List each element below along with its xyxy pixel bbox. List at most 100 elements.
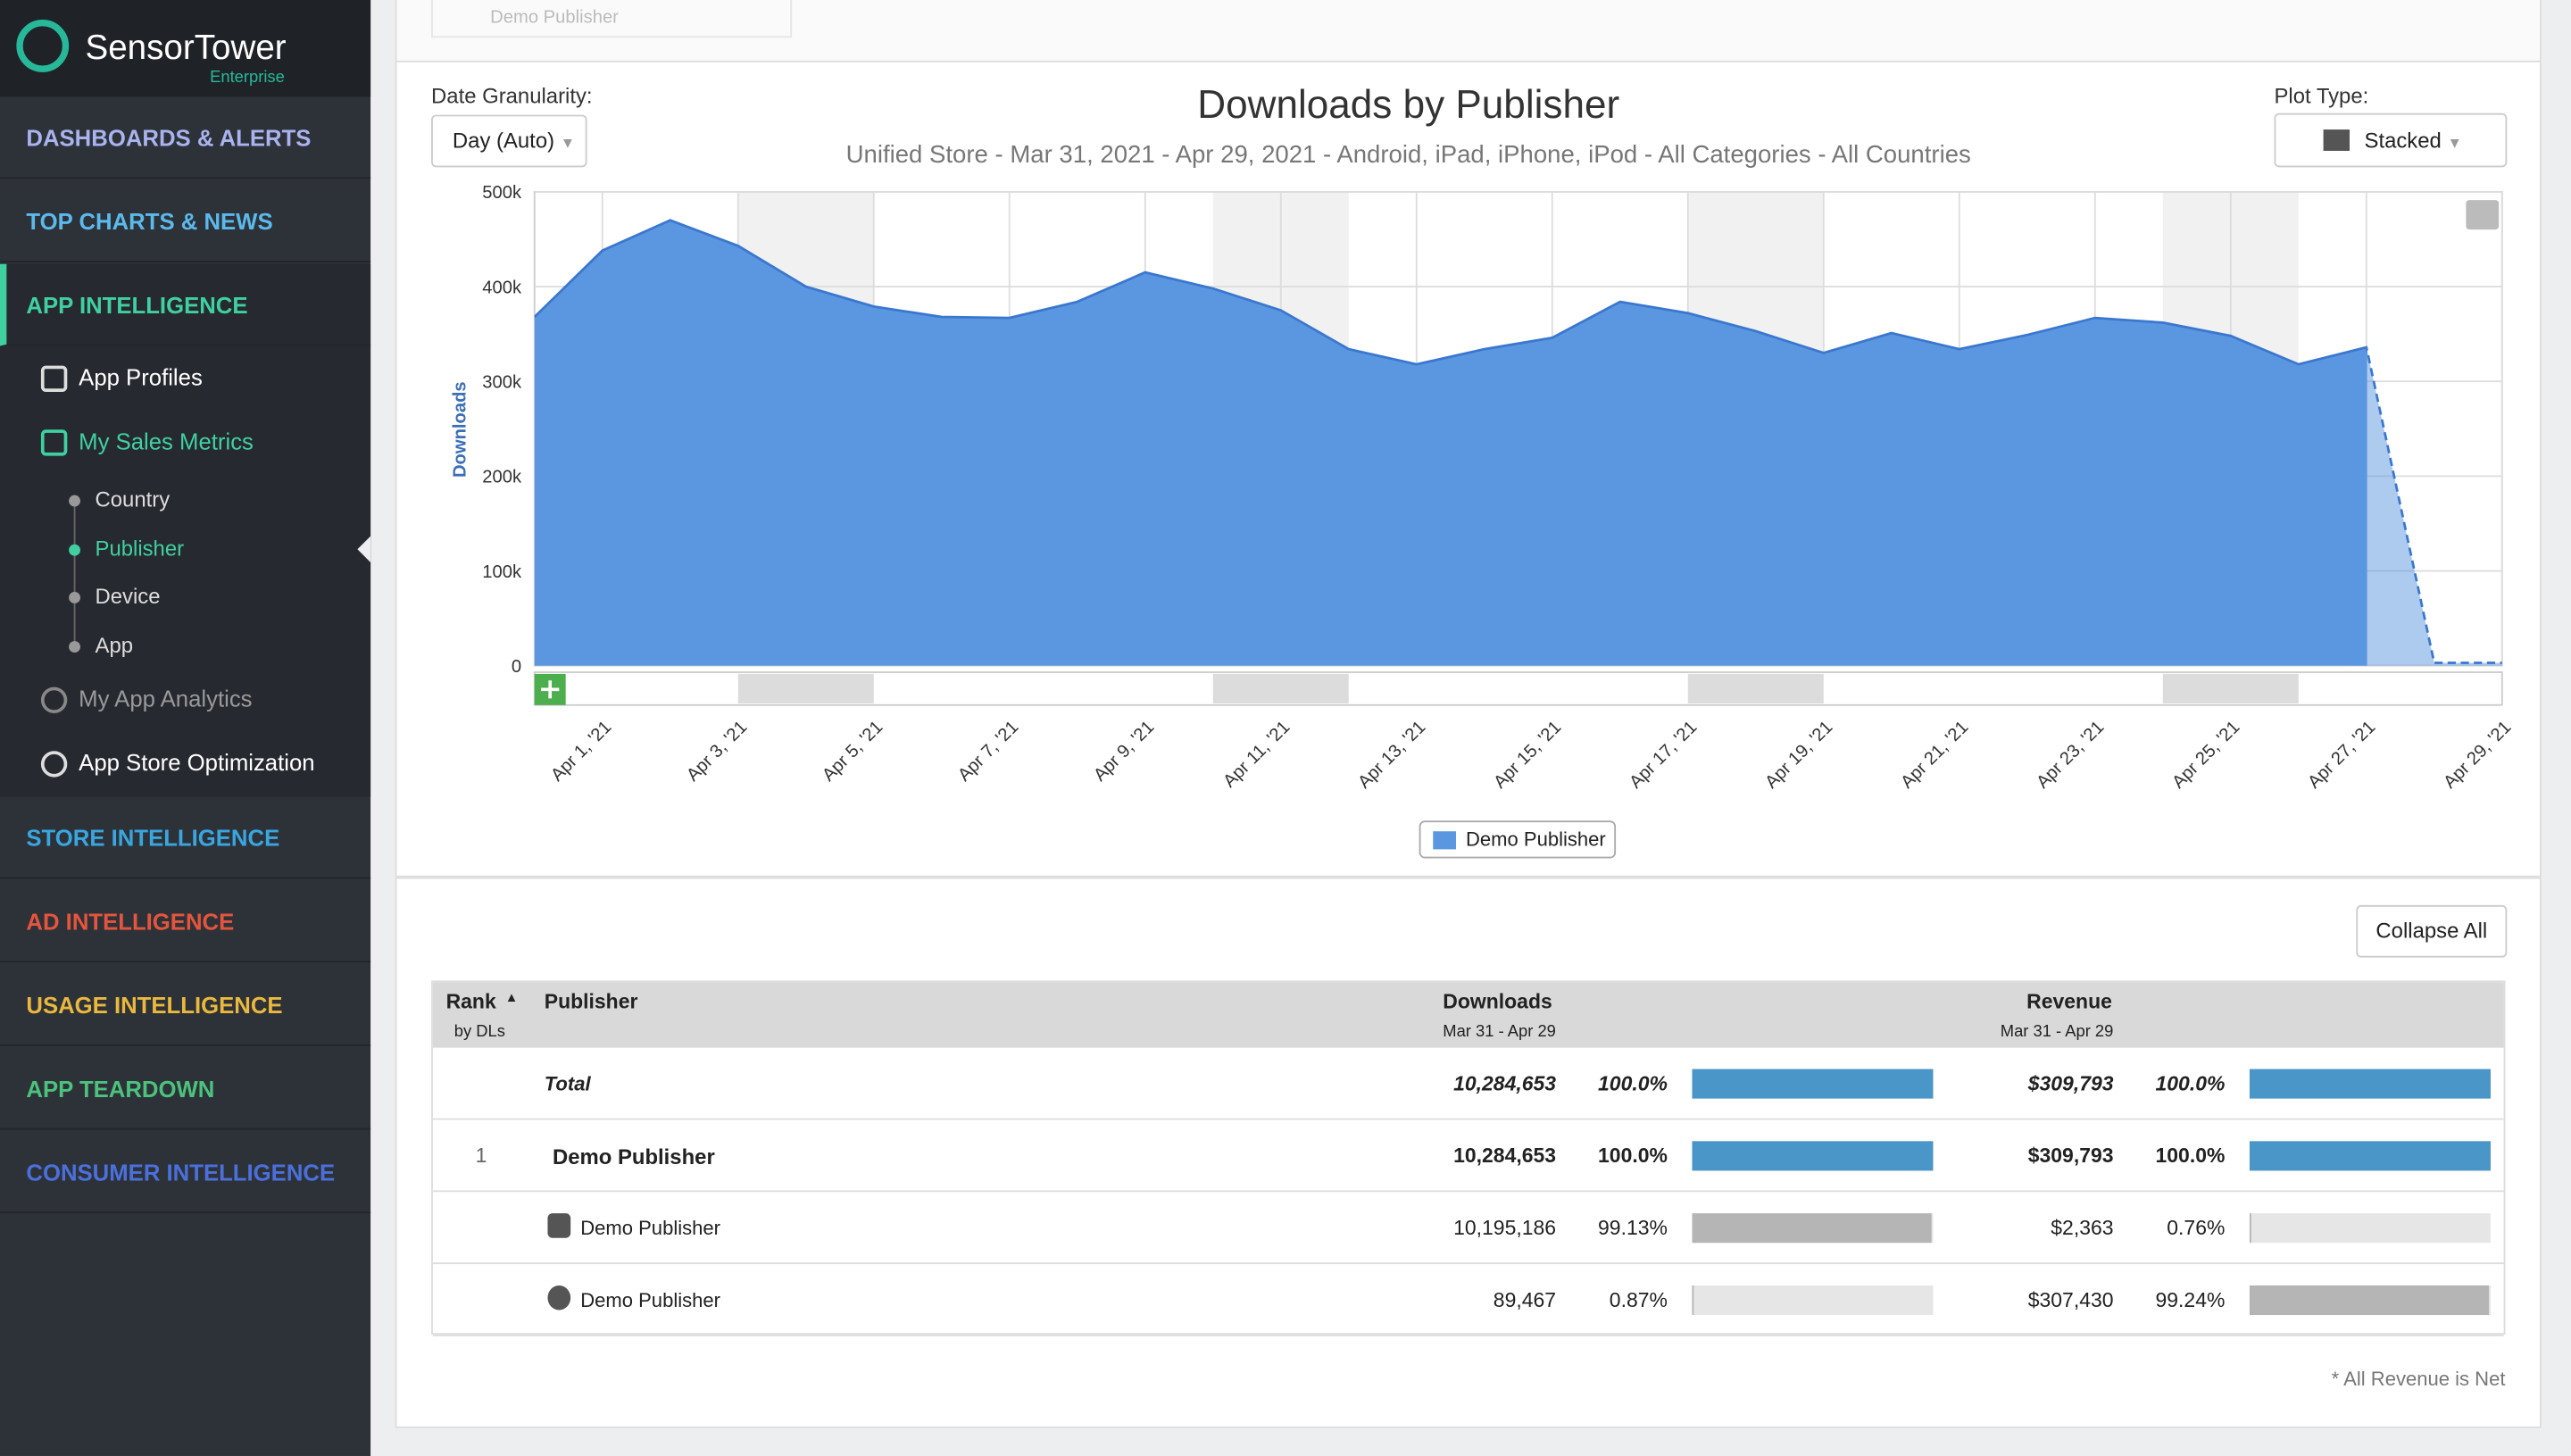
nav-item[interactable]: App Store Optimization [79, 749, 315, 776]
nav-section[interactable]: AD INTELLIGENCE [0, 880, 371, 963]
x-tick-label: Apr 25, '21 [2168, 717, 2243, 792]
nav-section[interactable]: STORE INTELLIGENCE [0, 797, 371, 879]
nav-panel-bg [0, 345, 371, 797]
dropdown[interactable]: Day (Auto) ▼ [431, 114, 587, 168]
nav-icon [40, 686, 68, 713]
x-tick-label: Apr 11, '21 [1219, 717, 1294, 791]
x-tick-label: Apr 9, '21 [1090, 717, 1158, 785]
nav-section[interactable]: TOP CHARTS & NEWS [0, 180, 371, 262]
bar [2249, 1213, 2251, 1244]
header[interactable]: Publisher [544, 990, 638, 1014]
plot-icon [2323, 129, 2350, 151]
logo-icon [16, 20, 70, 72]
header-sub: Mar 31 - Apr 29 [2000, 1023, 2114, 1042]
nav-item[interactable]: App [95, 632, 134, 657]
row-border [432, 1190, 2504, 1193]
nav-icon [40, 429, 68, 456]
cell-revenue: $309,793 [2027, 1072, 2114, 1095]
row-border [432, 1118, 2504, 1120]
sidebar: SensorTower Enterprise DASHBOARDS & ALER… [0, 0, 371, 1456]
footnote: * All Revenue is Net [2331, 1367, 2506, 1391]
apple-icon [547, 1285, 571, 1310]
legend-box[interactable] [1419, 820, 1617, 859]
nav-section[interactable]: CONSUMER INTELLIGENCE [0, 1131, 371, 1214]
weekend-band [1212, 673, 1349, 703]
nav-item[interactable]: Country [95, 487, 171, 512]
table: Rank ▲ by DLs Publisher Downloads Mar 31… [431, 980, 2506, 1336]
nav-icon [40, 751, 68, 778]
collapse-button[interactable]: Collapse All [2356, 904, 2508, 958]
bar [1692, 1069, 1934, 1099]
x-tick-label: Apr 7, '21 [954, 717, 1022, 785]
x-tick-label: Apr 15, '21 [1490, 717, 1565, 792]
cell-publisher: Demo Publisher [580, 1288, 721, 1312]
nav-section[interactable]: USAGE INTELLIGENCE [0, 964, 371, 1046]
nav-section[interactable]: APP INTELLIGENCE [0, 263, 371, 346]
bar [2249, 1285, 2489, 1316]
x-tick-label: Apr 5, '21 [819, 717, 886, 785]
header-sub: Mar 31 - Apr 29 [1443, 1023, 1556, 1042]
label: Plot Type: [2274, 83, 2369, 109]
x-tick-label: Apr 23, '21 [2033, 717, 2108, 792]
legend-swatch [1433, 831, 1456, 850]
x-tick-label: Apr 21, '21 [1897, 717, 1972, 792]
tree-dot [69, 640, 80, 653]
top-card-panel: Demo Publisher [395, 0, 2542, 62]
nav-section[interactable]: APP TEARDOWN [0, 1048, 371, 1130]
cell-downloads-pct: 100.0% [1598, 1072, 1668, 1095]
cell-downloads-pct: 100.0% [1598, 1144, 1668, 1168]
y-tick-label: 200k [482, 468, 522, 487]
weekend-band [737, 673, 874, 703]
dropdown[interactable]: Stacked ▼ [2274, 112, 2508, 168]
active-pointer [357, 536, 371, 562]
tree-dot [69, 592, 80, 603]
chart: Downloads by Publisher Unified Store - M… [451, 83, 2515, 859]
header-sub: by DLs [453, 1023, 505, 1042]
cell-publisher: Demo Publisher [552, 1144, 715, 1169]
top-card: Demo Publisher [490, 8, 619, 29]
y-axis-label: Downloads [451, 381, 470, 478]
bar [2249, 1141, 2491, 1171]
cell-downloads-pct: 99.13% [1598, 1216, 1668, 1240]
x-tick-label: Apr 1, '21 [547, 717, 615, 785]
x-tick-label: Apr 29, '21 [2440, 717, 2515, 792]
cell-downloads: 10,284,653 [1453, 1072, 1557, 1095]
y-tick-label: 0 [512, 657, 521, 677]
dropdown-text: Stacked [2364, 128, 2442, 153]
logo-b: Tower [194, 29, 287, 68]
area [534, 220, 2367, 666]
nav-section[interactable]: DASHBOARDS & ALERTS [0, 96, 371, 179]
header[interactable]: Revenue [2026, 990, 2112, 1014]
android-icon [547, 1213, 571, 1238]
row-border [432, 1335, 2504, 1336]
add-icon [541, 680, 560, 699]
cell-revenue-pct: 99.24% [2155, 1288, 2226, 1312]
cell-downloads: 89,467 [1493, 1288, 1557, 1312]
tree-dot [69, 495, 80, 507]
nav-item[interactable]: App Profiles [79, 363, 203, 391]
nav-item[interactable]: Device [95, 583, 161, 609]
logo-sub: Enterprise [210, 69, 285, 87]
tree-line [73, 495, 76, 646]
bar-track [2249, 1213, 2491, 1244]
cell-rank: 1 [475, 1144, 487, 1168]
header[interactable]: Downloads [1443, 990, 1552, 1014]
area-line [534, 219, 2367, 366]
x-tick-label: Apr 13, '21 [1354, 717, 1429, 792]
nav-item[interactable]: My Sales Metrics [79, 428, 254, 454]
tree-dot [69, 543, 80, 555]
x-tick-label: Apr 27, '21 [2304, 717, 2379, 792]
cell-revenue-pct: 100.0% [2155, 1144, 2226, 1168]
cell-revenue: $309,793 [2027, 1144, 2114, 1168]
bar [1692, 1141, 1934, 1171]
chart-subtitle: Unified Store - Mar 31, 2021 - Apr 29, 2… [846, 140, 1971, 168]
nav-item[interactable]: Publisher [95, 535, 185, 561]
cell-revenue: $307,430 [2027, 1288, 2114, 1312]
y-tick-label: 300k [482, 373, 522, 393]
logo-a: Sensor [85, 29, 195, 68]
area-partial [2367, 350, 2502, 666]
header[interactable]: Rank [445, 990, 496, 1014]
nav-item[interactable]: My App Analytics [79, 685, 253, 712]
y-tick-label: 400k [482, 278, 522, 297]
